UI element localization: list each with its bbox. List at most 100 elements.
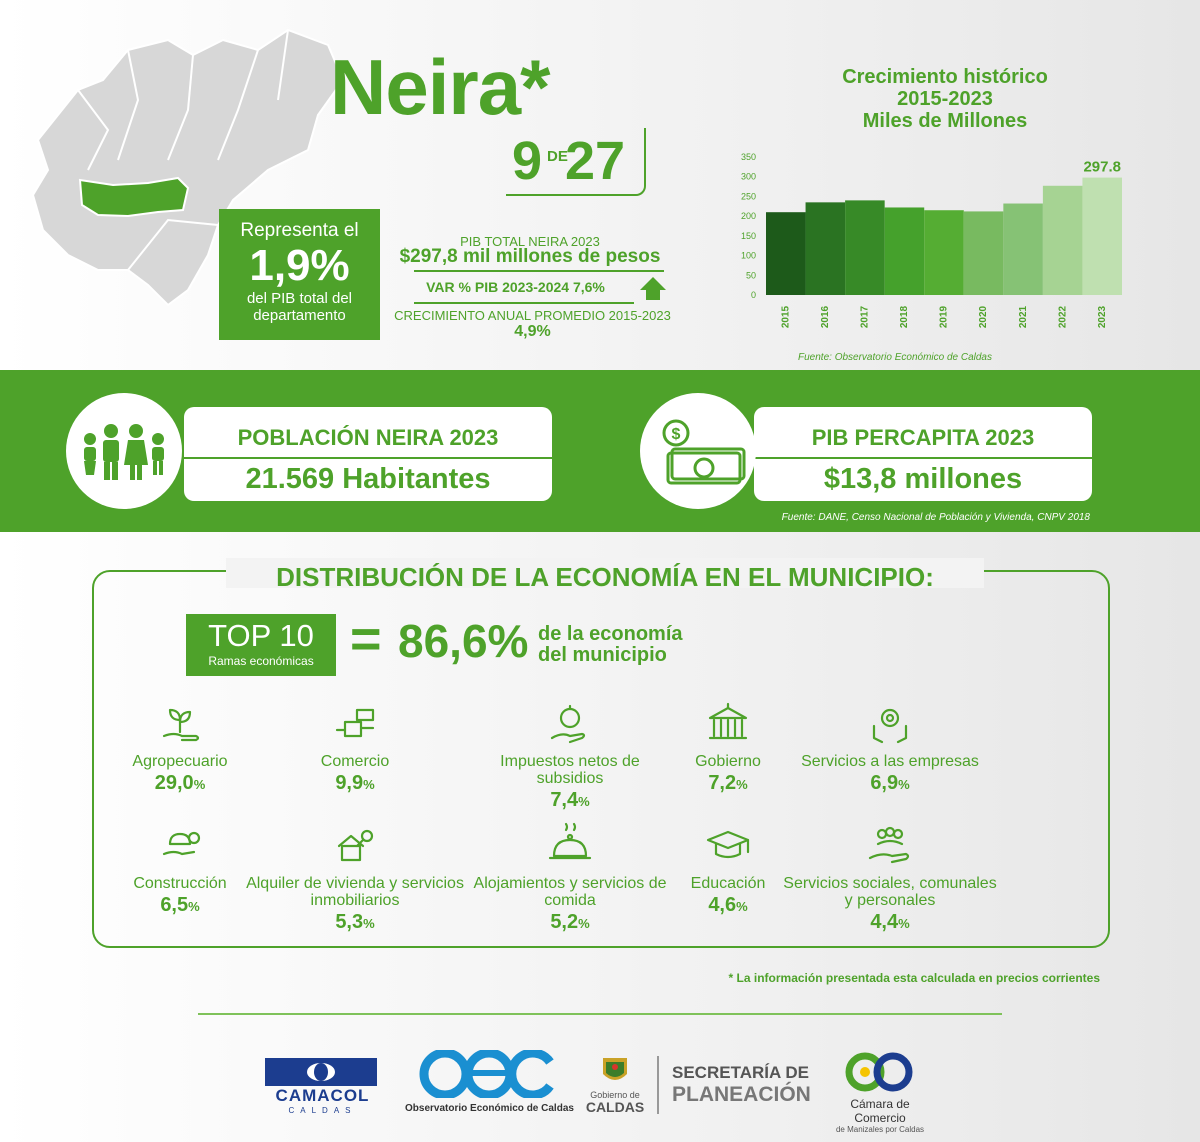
top10-caption-line2: del municipio: [538, 644, 667, 666]
sector-name: Servicios a las empresas: [801, 753, 979, 770]
bar-2020: [963, 211, 1004, 295]
share-line3: del PIB total del: [246, 289, 353, 307]
divider: [754, 457, 1092, 459]
sector-item: Gobierno 7,2%: [628, 700, 828, 795]
graduation-cap-icon: [706, 830, 750, 859]
pib-bar-chart: 0 50 100 150 200 250 300 350 2015 2016 2017 2018 201…: [741, 152, 1122, 328]
y-tick-label: 200: [741, 211, 756, 221]
divider: [198, 1013, 1002, 1015]
x-tick-label: 2015: [780, 305, 791, 328]
sector-value: 7,2%: [628, 771, 828, 795]
sector-value-percent: %: [363, 776, 375, 792]
camacol-name: CAMACOL: [275, 1086, 370, 1105]
sector-value-percent: %: [898, 776, 910, 792]
camara-comercio-logo: Cámara de Comercio de Manizales por Cald…: [825, 1052, 935, 1134]
rank-frame: [506, 128, 646, 196]
bar-2022: [1042, 185, 1083, 295]
oec-logo: Observatorio Económico de Caldas: [405, 1048, 574, 1114]
sector-value-percent: %: [363, 915, 375, 931]
caldas-shield-icon: [603, 1058, 627, 1080]
sector-value: 4,6%: [628, 893, 828, 917]
sector-value-number: 6,9: [870, 771, 899, 794]
oec-name: Observatorio Económico de Caldas: [405, 1103, 574, 1114]
construction-icon: [162, 831, 201, 856]
svg-text:$: $: [672, 426, 681, 443]
sector-value-percent: %: [578, 793, 590, 809]
secretaria-line1: SECRETARÍA DE: [672, 1063, 809, 1082]
top10-caption: de la economía del municipio: [538, 624, 683, 666]
commerce-icon: [335, 708, 375, 738]
bar-2018: [884, 207, 925, 295]
sector-name: Comercio: [320, 753, 390, 770]
bar-2019: [924, 210, 964, 295]
sector-value-percent: %: [188, 898, 200, 914]
sector-name: Alquiler de vivienda y servicios inmobil…: [246, 875, 464, 909]
sector-value: 7,4%: [470, 788, 670, 812]
prices-note: * La información presentada esta calcula…: [728, 971, 1100, 985]
top10-box: TOP 10 Ramas económicas: [186, 614, 336, 676]
camara-comercio-name: Cámara de Comercio: [850, 1097, 910, 1125]
sector-name: Impuestos netos de subsidios: [500, 753, 640, 787]
x-tick-label: 2022: [1057, 305, 1068, 328]
camara-comercio-mark: [845, 1052, 913, 1092]
business-services-icon: [872, 708, 908, 744]
chart-title-line2: 2015-2023: [897, 88, 993, 110]
pib-variation: VAR % PIB 2023-2024 7,6%: [398, 279, 633, 295]
y-tick-label: 350: [741, 152, 756, 162]
top10-percentage: 86,6%: [398, 615, 529, 667]
top10-sublabel: Ramas económicas: [208, 654, 314, 668]
rank-separator: DE: [547, 148, 568, 165]
sector-value-number: 4,6: [708, 893, 737, 916]
growth-value: 4,9%: [514, 323, 551, 340]
sector-item: Educación 4,6%: [628, 822, 828, 917]
camacol-mark: [265, 1058, 377, 1086]
sector-value-number: 4,4: [870, 910, 899, 933]
data-label-2023: 297.8: [1083, 159, 1121, 176]
sector-name: Gobierno: [695, 753, 761, 770]
band-source: Fuente: DANE, Censo Nacional de Població…: [781, 512, 1090, 523]
sector-value-number: 5,2: [550, 910, 579, 933]
sector-item: Construcción 6,5%: [80, 822, 280, 917]
sector-value-percent: %: [193, 776, 206, 792]
camacol-sub: CALDAS: [288, 1106, 357, 1115]
bar-2015: [766, 212, 806, 295]
coin-hand-icon: [550, 704, 586, 744]
pib-percapita-title: PIB PERCAPITA 2023: [811, 425, 1035, 450]
food-cloche-icon: [548, 822, 592, 860]
camara-comercio-sub: de Manizales por Caldas: [835, 1125, 925, 1134]
x-tick-label: 2021: [1018, 305, 1029, 328]
sector-value: 6,5%: [80, 893, 280, 917]
y-tick-label: 100: [741, 251, 756, 261]
sector-value-percent: %: [736, 776, 748, 792]
money-bill-icon: $: [662, 419, 746, 485]
distribution-title: DISTRIBUCIÓN DE LA ECONOMÍA EN EL MUNICI…: [276, 562, 934, 592]
pib-percapita-card: PIB PERCAPITA 2023 $13,8 millones: [754, 407, 1092, 501]
bar-2016: [805, 202, 846, 295]
gobierno-label: Gobierno de: [590, 1090, 640, 1100]
sector-name: Servicios sociales, comunales y personal…: [783, 875, 997, 909]
sector-value: 4,4%: [780, 910, 1000, 934]
bar-2017: [845, 200, 885, 295]
pib-variation-label: VAR % PIB 2023-2024: [426, 279, 570, 295]
population-title: POBLACIÓN NEIRA 2023: [237, 425, 499, 450]
rank-total: 27: [565, 131, 626, 191]
secretaria-line2: PLANEACIÓN: [672, 1082, 811, 1106]
chart-source: Fuente: Observatorio Económico de Caldas: [798, 352, 992, 363]
logo-separator: [657, 1056, 659, 1114]
x-tick-label: 2019: [939, 305, 950, 328]
title-background: [226, 558, 984, 588]
sector-value-number: 29,0: [154, 771, 194, 794]
community-hand-icon: [868, 826, 910, 864]
growth-label: CRECIMIENTO ANUAL PROMEDIO 2015-2023: [394, 308, 671, 323]
sector-item: Alojamientos y servicios de comida 5,2%: [470, 822, 670, 934]
x-tick-label: 2020: [978, 305, 989, 328]
sector-item: Alquiler de vivienda y servicios inmobil…: [245, 822, 465, 934]
sector-value-number: 7,2: [708, 771, 737, 794]
plant-hand-icon: [162, 708, 200, 742]
pib-total-label: PIB TOTAL NEIRA 2023: [460, 234, 600, 249]
sector-value: 5,3%: [245, 910, 465, 934]
equals-sign: =: [350, 609, 382, 669]
y-tick-label: 250: [741, 191, 756, 201]
sector-value-number: 5,3: [335, 910, 364, 933]
rank-position: 9: [512, 131, 543, 191]
